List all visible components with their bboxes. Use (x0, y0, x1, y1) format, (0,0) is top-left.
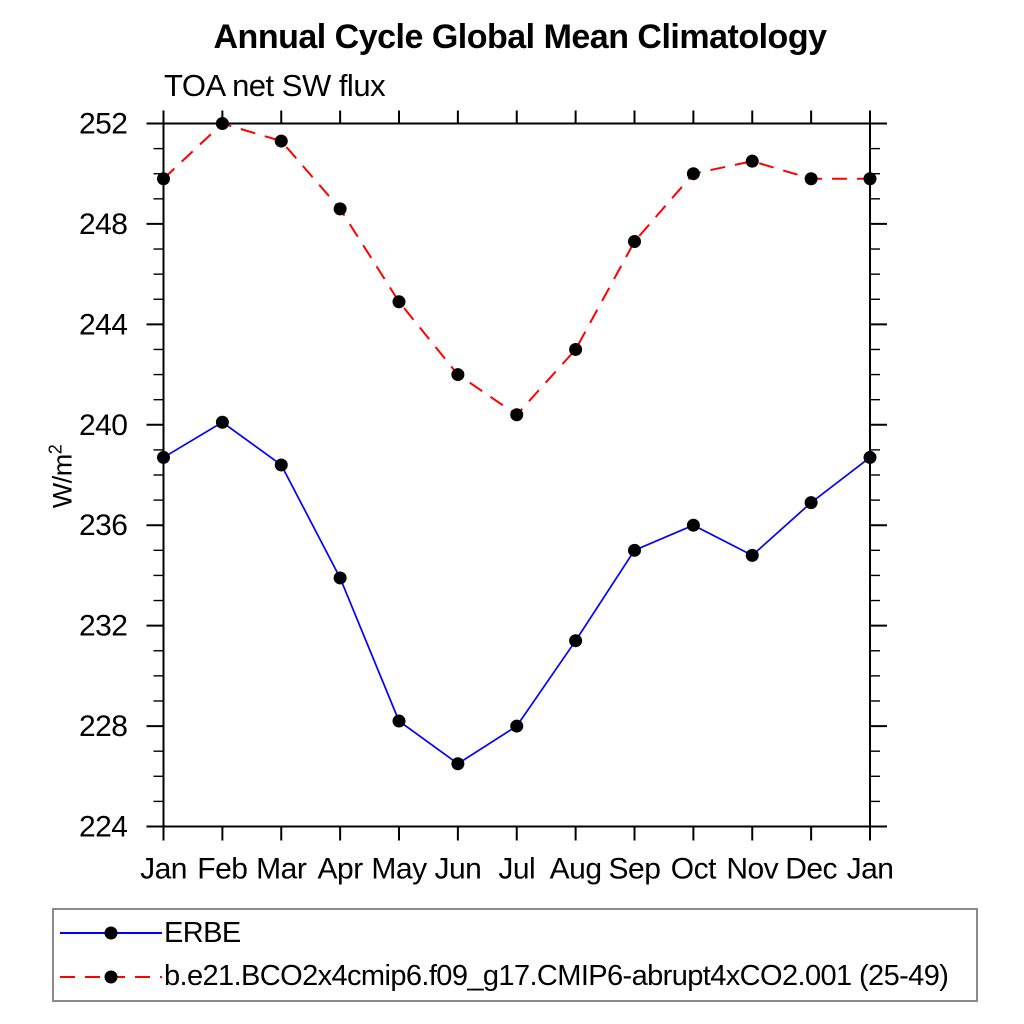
x-tick-label: Sep (609, 853, 661, 886)
data-point-marker (274, 458, 288, 472)
x-tick-label: Dec (785, 853, 837, 886)
data-point-marker (392, 295, 406, 309)
erbe-line-sample (60, 926, 162, 940)
model-line-sample (60, 970, 162, 984)
x-tick-label: Nov (726, 853, 778, 886)
data-point-marker (392, 714, 406, 728)
data-point-marker (215, 415, 229, 429)
y-tick-label: 228 (79, 710, 128, 743)
y-tick-label: 248 (79, 208, 128, 241)
data-point-marker (745, 548, 759, 562)
data-point-marker (333, 571, 347, 585)
series-line-erbe (163, 421, 871, 765)
legend-box: ERBE b.e21.BCO2x4cmip6.f09_g17.CMIP6-abr… (52, 908, 978, 1002)
data-point-marker (745, 154, 759, 168)
chart-title: Annual Cycle Global Mean Climatology (213, 18, 828, 56)
data-point-marker (863, 450, 877, 464)
data-point-marker (686, 518, 700, 532)
data-point-marker (510, 719, 524, 733)
legend-row-erbe: ERBE (54, 913, 976, 953)
data-point-marker (686, 167, 700, 181)
x-tick-label: Jul (498, 853, 535, 886)
data-point-marker (569, 342, 583, 356)
y-tick-label: 244 (79, 308, 128, 341)
x-tick-label: Aug (550, 853, 602, 886)
x-tick-label: Oct (671, 853, 717, 886)
y-tick-label: 224 (79, 811, 128, 844)
data-point-marker (863, 172, 877, 186)
x-tick-label: Jun (434, 853, 481, 886)
y-tick-label: 252 (79, 108, 128, 141)
data-point-marker (510, 408, 524, 422)
data-point-marker (628, 235, 641, 249)
x-tick-label: Jan (847, 853, 894, 886)
y-tick-label: 240 (79, 409, 128, 442)
data-point-marker (804, 172, 818, 186)
series-line-model (162, 122, 870, 417)
legend-row-model: b.e21.BCO2x4cmip6.f09_g17.CMIP6-abrupt4x… (54, 957, 976, 997)
y-tick-label: 232 (79, 610, 128, 643)
data-point-marker (274, 134, 288, 148)
data-point-marker (215, 117, 229, 130)
data-point-marker (157, 172, 170, 186)
y-tick-label: 236 (79, 509, 128, 542)
data-point-marker (451, 757, 465, 771)
x-tick-label: Mar (256, 853, 307, 886)
data-point-marker (628, 543, 641, 557)
x-tick-label: May (371, 853, 427, 886)
data-point-marker (157, 450, 170, 464)
legend-label-model: b.e21.BCO2x4cmip6.f09_g17.CMIP6-abrupt4x… (164, 960, 949, 993)
data-point-marker (569, 634, 583, 648)
data-point-marker (451, 368, 465, 382)
data-point-marker (333, 202, 347, 216)
x-tick-label: Jan (140, 853, 187, 886)
x-tick-label: Feb (197, 853, 247, 886)
chart-subtitle: TOA net SW flux (164, 68, 386, 103)
legend-label-erbe: ERBE (164, 916, 241, 949)
x-tick-label: Apr (318, 853, 364, 886)
data-point-marker (804, 496, 818, 510)
